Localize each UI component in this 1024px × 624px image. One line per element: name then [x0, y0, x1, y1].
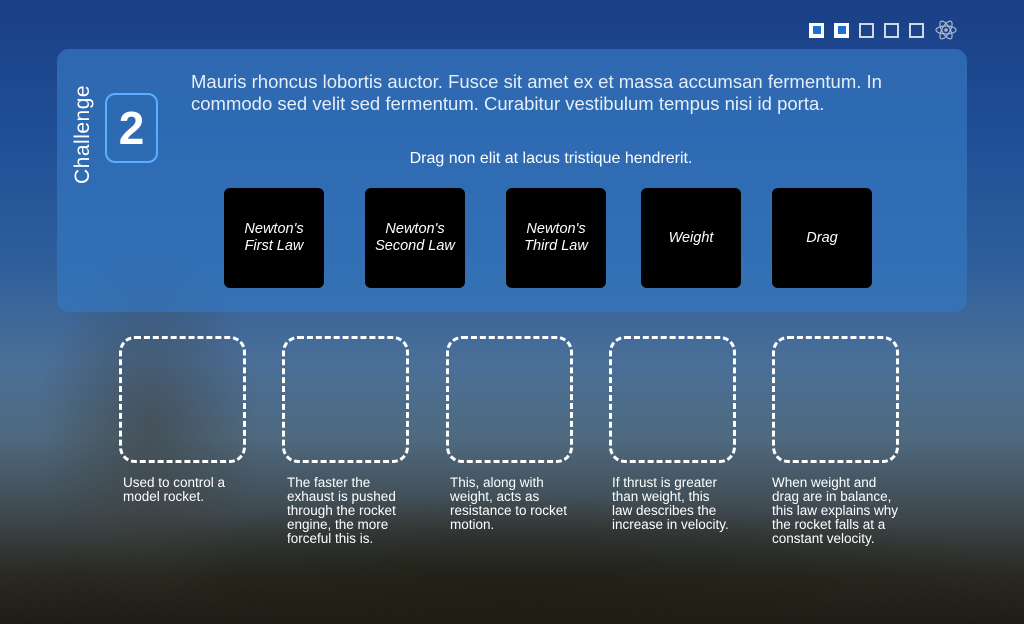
drop-zone-5[interactable] [772, 336, 899, 463]
drop-zone-4[interactable] [609, 336, 736, 463]
atom-icon [935, 20, 957, 40]
drop-zone-2[interactable] [282, 336, 409, 463]
drop-zone-3[interactable] [446, 336, 573, 463]
progress-step-5 [909, 22, 924, 38]
drag-tile-weight[interactable]: Weight [641, 188, 741, 288]
progress-step-3 [859, 22, 874, 38]
progress-step-1 [809, 22, 824, 38]
drag-tile-newtons-second-law[interactable]: Newton's Second Law [365, 188, 465, 288]
challenge-number-badge: 2 [105, 93, 158, 163]
challenge-intro: Mauris rhoncus lobortis auctor. Fusce si… [191, 71, 882, 114]
drop-zone-description-4: If thrust is greater than weight, this l… [612, 475, 729, 532]
drag-tile-drag[interactable]: Drag [772, 188, 872, 288]
drag-tile-newtons-third-law[interactable]: Newton's Third Law [506, 188, 606, 288]
challenge-instruction: Drag non elit at lacus tristique hendrer… [409, 150, 693, 167]
drop-zone-description-1: Used to control a model rocket. [123, 475, 226, 504]
progress-step-2 [834, 22, 849, 38]
drop-zone-1[interactable] [119, 336, 246, 463]
drop-zone-description-3: This, along with weight, acts as resista… [450, 475, 568, 532]
progress-step-4 [884, 22, 899, 38]
challenge-label-text: Challenge [71, 84, 94, 184]
challenge-panel: Challenge 2 Mauris rhoncus lobortis auct… [57, 49, 967, 312]
drag-tile-newtons-first-law[interactable]: Newton's First Law [224, 188, 324, 288]
drop-zone-description-2: The faster the exhaust is pushed through… [287, 475, 396, 546]
drop-zone-description-5: When weight and drag are in balance, thi… [772, 475, 899, 546]
progress-indicator [809, 19, 957, 41]
